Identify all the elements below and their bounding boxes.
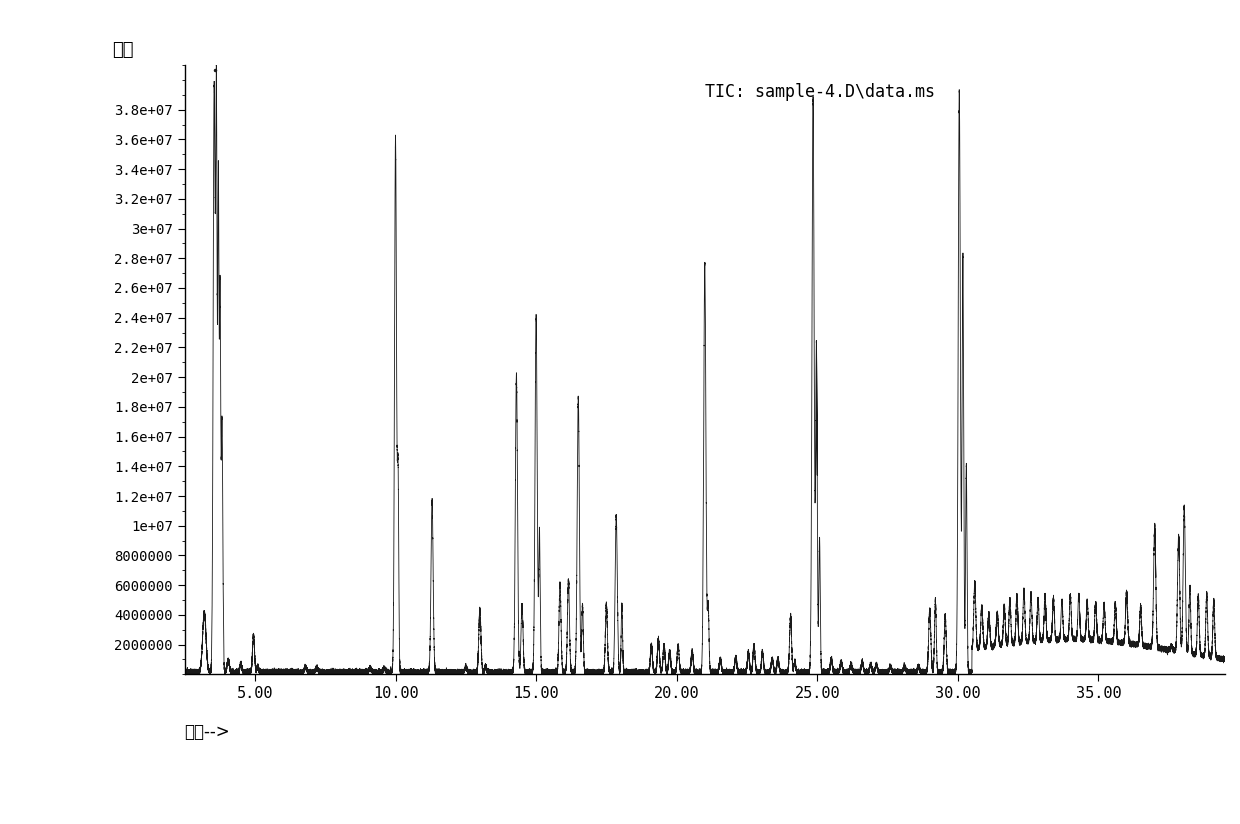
Text: 丰度: 丰度 [112,40,134,59]
Text: 时间-->: 时间--> [185,723,231,741]
Text: TIC: sample-4.D\data.ms: TIC: sample-4.D\data.ms [704,83,935,101]
